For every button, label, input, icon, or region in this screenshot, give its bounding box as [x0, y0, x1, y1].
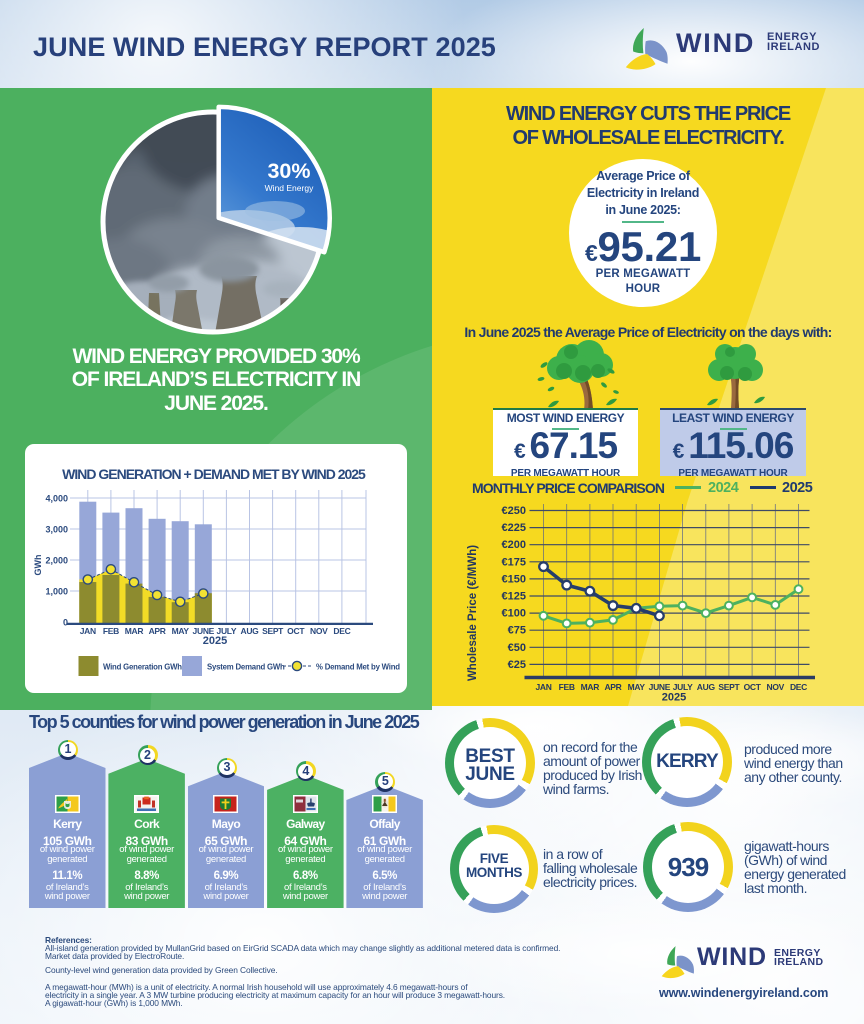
- svg-text:30%: 30%: [267, 159, 310, 183]
- svg-text:System Demand GWh: System Demand GWh: [207, 663, 285, 672]
- svg-text:JUNE: JUNE: [649, 682, 671, 692]
- svg-text:NOV: NOV: [310, 626, 328, 636]
- svg-text:€225: €225: [502, 522, 526, 534]
- svg-text:SEPT: SEPT: [262, 626, 284, 636]
- svg-text:FEB: FEB: [559, 682, 575, 692]
- svg-text:2,000: 2,000: [45, 556, 68, 566]
- svg-text:€50: €50: [508, 642, 526, 654]
- svg-text:DEC: DEC: [333, 626, 350, 636]
- svg-text:JUNE: JUNE: [193, 626, 215, 636]
- svg-text:2025: 2025: [662, 692, 686, 704]
- svg-text:MAY: MAY: [172, 626, 190, 636]
- svg-text:€75: €75: [508, 625, 526, 637]
- svg-text:JULY: JULY: [217, 626, 237, 636]
- svg-text:Wholesale Price (€/MWh): Wholesale Price (€/MWh): [467, 545, 479, 681]
- svg-text:AUG: AUG: [697, 682, 716, 692]
- svg-text:2025: 2025: [203, 635, 227, 647]
- svg-text:AUG: AUG: [241, 626, 260, 636]
- svg-text:3,000: 3,000: [45, 525, 68, 535]
- svg-text:JULY: JULY: [673, 682, 693, 692]
- svg-text:NOV: NOV: [767, 682, 785, 692]
- svg-text:€100: €100: [502, 608, 526, 620]
- svg-text:MAY: MAY: [628, 682, 646, 692]
- svg-text:FEB: FEB: [103, 626, 119, 636]
- svg-text:€25: €25: [508, 659, 526, 671]
- svg-text:OCT: OCT: [287, 626, 305, 636]
- svg-text:JAN: JAN: [535, 682, 551, 692]
- svg-text:APR: APR: [604, 682, 621, 692]
- svg-text:Wind Generation GWh: Wind Generation GWh: [103, 663, 182, 672]
- svg-text:SEPT: SEPT: [718, 682, 740, 692]
- svg-text:1,000: 1,000: [45, 587, 68, 597]
- svg-text:DEC: DEC: [790, 682, 807, 692]
- svg-text:GWh: GWh: [33, 555, 43, 576]
- svg-text:€175: €175: [502, 556, 526, 568]
- svg-text:WIND GENERATION + DEMAND MET B: WIND GENERATION + DEMAND MET BY WIND 202…: [62, 466, 366, 482]
- svg-text:€200: €200: [502, 539, 526, 551]
- svg-text:4,000: 4,000: [45, 494, 68, 504]
- svg-text:€125: €125: [502, 591, 526, 603]
- svg-text:OCT: OCT: [744, 682, 762, 692]
- svg-text:Wind Energy: Wind Energy: [265, 183, 314, 193]
- svg-text:% Demand Met by Wind: % Demand Met by Wind: [316, 663, 400, 672]
- svg-text:MAR: MAR: [581, 682, 600, 692]
- svg-text:MAR: MAR: [125, 626, 144, 636]
- svg-text:€250: €250: [502, 505, 526, 517]
- svg-text:JAN: JAN: [80, 626, 96, 636]
- svg-text:APR: APR: [149, 626, 166, 636]
- svg-text:0: 0: [63, 618, 68, 628]
- svg-text:€150: €150: [502, 573, 526, 585]
